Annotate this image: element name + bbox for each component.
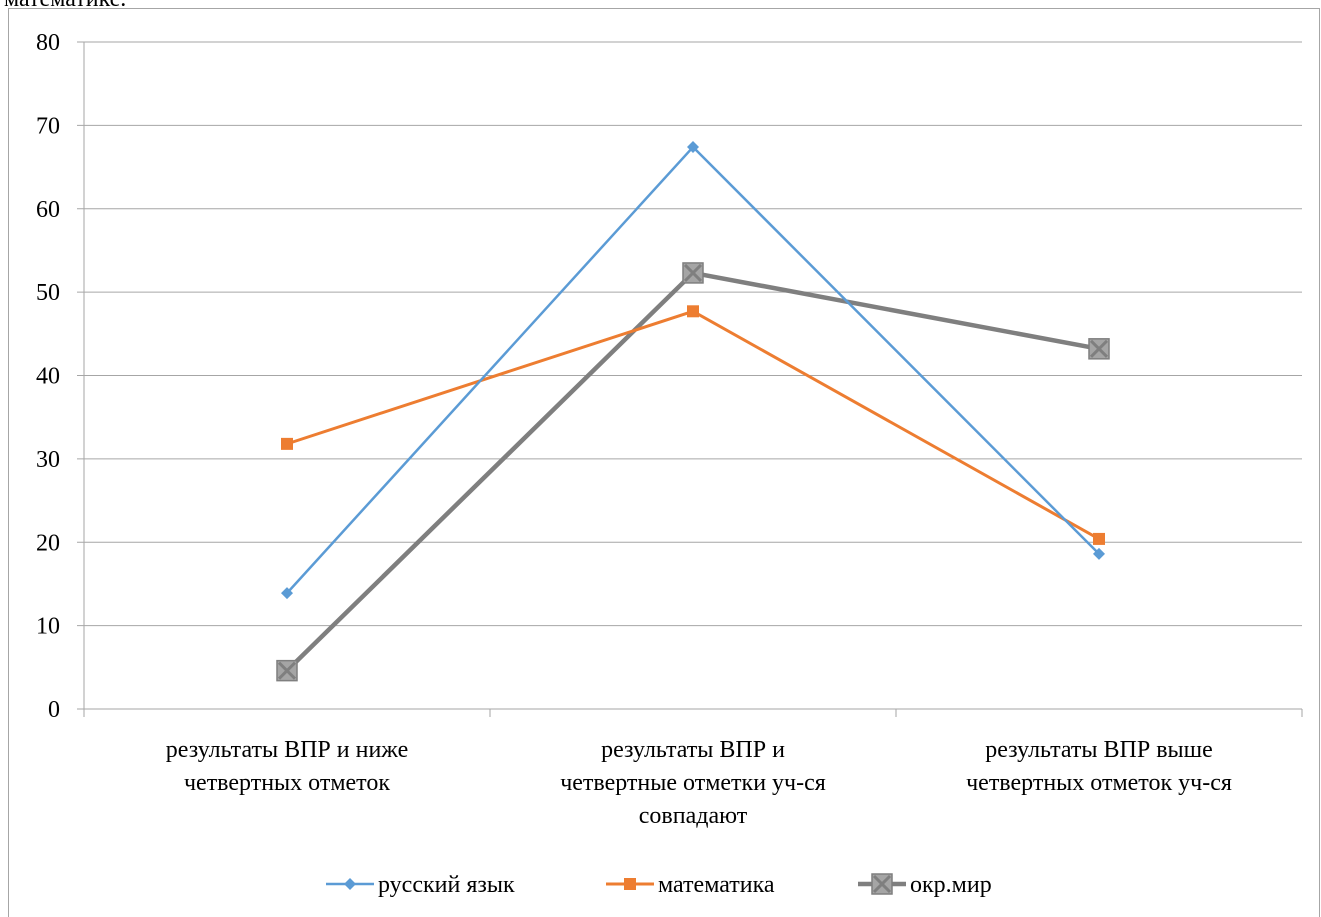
- y-tick-label: 0: [48, 697, 60, 723]
- series: [276, 141, 1110, 682]
- gridlines: [84, 41, 1302, 627]
- category-label-1: результаты ВПР и ниже четвертных отметок: [166, 737, 408, 796]
- category-label-line: совпадают: [639, 803, 748, 829]
- y-tick-label: 30: [36, 447, 60, 473]
- legend-label: русский язык: [378, 872, 515, 898]
- data-point: [687, 141, 699, 154]
- data-point: [1093, 547, 1105, 560]
- category-label-3: результаты ВПР выше четвертных отметок уч…: [966, 737, 1232, 796]
- legend-item-3: окр.мир: [858, 872, 992, 898]
- category-label-line: четвертных отметок: [184, 770, 390, 796]
- legend-marker: [871, 873, 893, 895]
- y-tick-label: 40: [36, 364, 60, 390]
- category-label-line: результаты ВПР выше: [985, 737, 1213, 763]
- series-1: [281, 141, 1105, 600]
- data-point: [687, 305, 699, 318]
- y-tick-label: 20: [36, 530, 60, 556]
- category-label-line: четвертных отметок уч-ся: [966, 770, 1232, 796]
- data-point: [281, 587, 293, 600]
- series-2: [281, 305, 1105, 545]
- data-point: [1088, 338, 1110, 360]
- legend-item-2: математика: [606, 872, 775, 898]
- y-tick-label: 50: [36, 280, 60, 306]
- data-point: [682, 262, 704, 284]
- partial-header-text: математике.: [4, 0, 126, 11]
- series-line: [286, 309, 1100, 541]
- y-tick-label: 10: [36, 614, 60, 640]
- data-point: [1093, 532, 1105, 545]
- legend-marker: [624, 878, 636, 890]
- legend-label: окр.мир: [910, 872, 992, 898]
- data-point: [276, 659, 298, 682]
- y-tick-label: 60: [36, 197, 60, 223]
- y-axis-tick-labels: 0 10 20 30 40 50 60 70 80: [36, 30, 60, 723]
- series-line: [286, 145, 1100, 594]
- data-point: [281, 437, 293, 450]
- legend-marker: [344, 878, 356, 890]
- legend-label: математика: [658, 872, 775, 898]
- category-label-line: четвертные отметки уч-ся: [560, 770, 826, 796]
- legend-item-1: русский язык: [326, 872, 515, 898]
- category-label-line: результаты ВПР и: [601, 737, 785, 763]
- category-label-line: результаты ВПР и ниже: [166, 737, 408, 763]
- y-tick-label: 70: [36, 113, 60, 139]
- series-3: [276, 262, 1110, 682]
- y-tick-label: 80: [36, 30, 60, 56]
- legend: русский язык математика окр.мир: [326, 872, 992, 898]
- category-label-2: результаты ВПР и четвертные отметки уч-ся…: [560, 737, 826, 829]
- axes: [77, 41, 1303, 717]
